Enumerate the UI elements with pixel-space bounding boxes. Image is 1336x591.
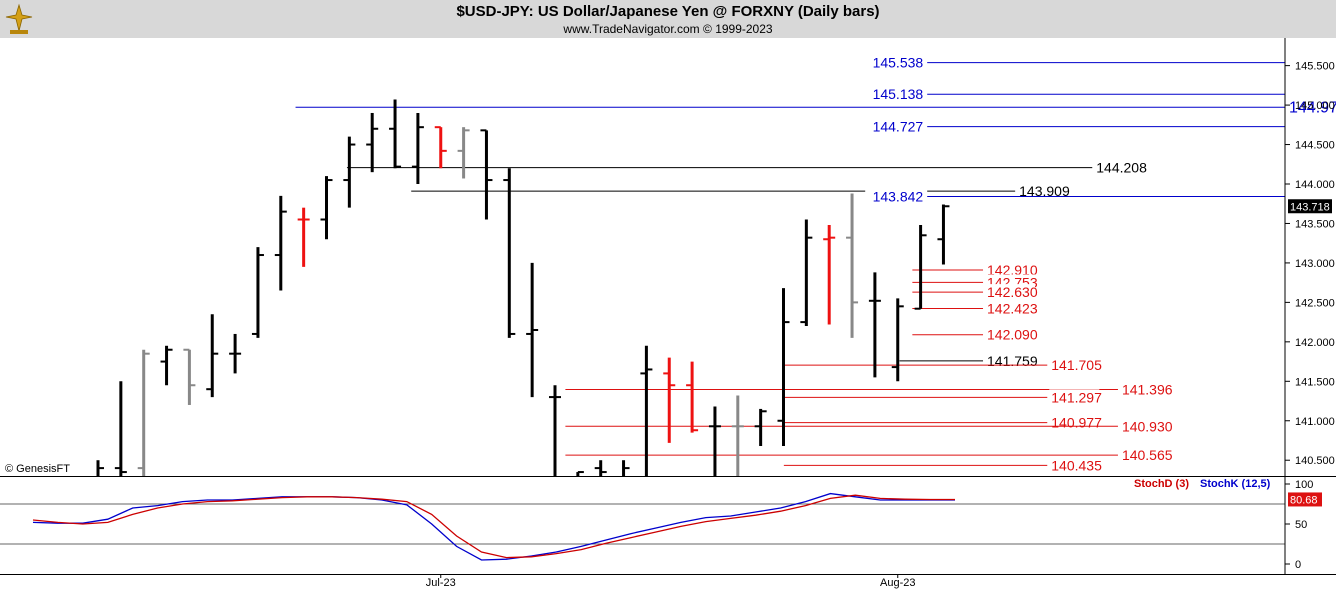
level-label-bg — [985, 284, 1036, 301]
level-label: 142.630 — [987, 284, 1038, 300]
level-label: 140.930 — [1122, 418, 1173, 434]
level-label-bg — [1049, 357, 1100, 374]
time-tick-label: Aug-23 — [880, 577, 915, 589]
price-tick-label: 143.500 — [1295, 218, 1335, 230]
last-price-tag — [1288, 199, 1332, 214]
price-tick-label: 143.000 — [1295, 258, 1335, 270]
level-label: 141.396 — [1122, 382, 1173, 398]
chart-subtitle: www.TradeNavigator.com © 1999-2023 — [563, 22, 773, 36]
level-label-bg — [1119, 447, 1170, 464]
level-label: 144.727 — [873, 119, 924, 135]
stoch-tick-label: 100 — [1295, 479, 1313, 491]
level-label: 144.208 — [1096, 160, 1147, 176]
level-label-bg — [1049, 389, 1100, 406]
last-price-label: 143.718 — [1290, 201, 1330, 213]
price-tick-label: 141.000 — [1295, 416, 1335, 428]
level-label: 141.759 — [987, 353, 1038, 369]
level-label-bg — [985, 262, 1036, 279]
time-tick-label: Jul-23 — [426, 577, 456, 589]
level-label: 145.538 — [873, 55, 924, 71]
level-label-bg — [865, 54, 928, 71]
legend-stochd: StochD (3) — [1134, 478, 1189, 490]
level-label-bg — [865, 188, 928, 205]
level-label-bg — [1287, 99, 1336, 116]
price-levels: 145.538 145.138 144.727 144.972 144.208 143.9… — [295, 54, 1336, 474]
level-label-bg — [1049, 457, 1100, 474]
level-label-bg — [1119, 418, 1170, 435]
price-tick-label: 141.500 — [1295, 376, 1335, 388]
level-label-bg — [865, 86, 928, 103]
chart-header: $USD-JPY: US Dollar/Japanese Yen @ FORXN… — [0, 0, 1336, 38]
price-tick-label: 142.500 — [1295, 297, 1335, 309]
level-label-bg — [1094, 159, 1145, 176]
stoch-value-label: 80.68 — [1290, 494, 1318, 506]
level-label: 144.972 — [1289, 99, 1336, 116]
stochk-line — [32, 492, 955, 561]
price-tick-label: 145.500 — [1295, 61, 1335, 73]
level-label: 142.090 — [987, 327, 1038, 343]
price-tick-label: 142.000 — [1295, 337, 1335, 349]
price-tick-label: 144.000 — [1295, 179, 1335, 191]
chart-canvas: 145.538 145.138 144.727 144.972 144.208 143.9… — [0, 38, 1336, 591]
stochd-line — [32, 494, 955, 559]
legend-stochk: StochK (12,5) — [1200, 478, 1271, 490]
level-label: 142.910 — [987, 262, 1038, 278]
level-label: 140.977 — [1051, 415, 1102, 431]
price-bars — [96, 99, 950, 476]
stoch-tick-label: 50 — [1295, 519, 1307, 531]
level-label: 141.705 — [1051, 357, 1102, 373]
level-label-bg — [1017, 183, 1068, 200]
watermark-text: © GenesisFT — [5, 463, 70, 475]
price-tick-label: 145.000 — [1295, 100, 1335, 112]
trade-navigator-logo-icon — [5, 3, 33, 34]
level-label: 143.842 — [873, 188, 924, 204]
level-label-bg — [985, 326, 1036, 343]
level-label: 143.909 — [1019, 183, 1070, 199]
level-label-bg — [985, 300, 1036, 317]
level-label: 140.565 — [1122, 447, 1173, 463]
price-tick-label: 140.500 — [1295, 455, 1335, 467]
level-label-bg — [1119, 381, 1170, 398]
level-label: 140.435 — [1051, 457, 1102, 473]
price-tick-label: 144.500 — [1295, 140, 1335, 152]
axes-layer: 140.500 141.000 141.500 142.000 142.500 143.0… — [0, 38, 1336, 589]
level-label-bg — [865, 118, 928, 135]
stoch-tick-label: 0 — [1295, 559, 1301, 571]
level-label: 145.138 — [873, 86, 924, 102]
level-label: 141.297 — [1051, 389, 1102, 405]
chart-title: $USD-JPY: US Dollar/Japanese Yen @ FORXN… — [456, 3, 880, 20]
stochastic-panel: 0 50 100 StochD (3) StochK (12,5) 80.68 — [0, 478, 1322, 571]
stoch-value-tag — [1288, 492, 1322, 507]
level-label: 142.423 — [987, 300, 1038, 316]
